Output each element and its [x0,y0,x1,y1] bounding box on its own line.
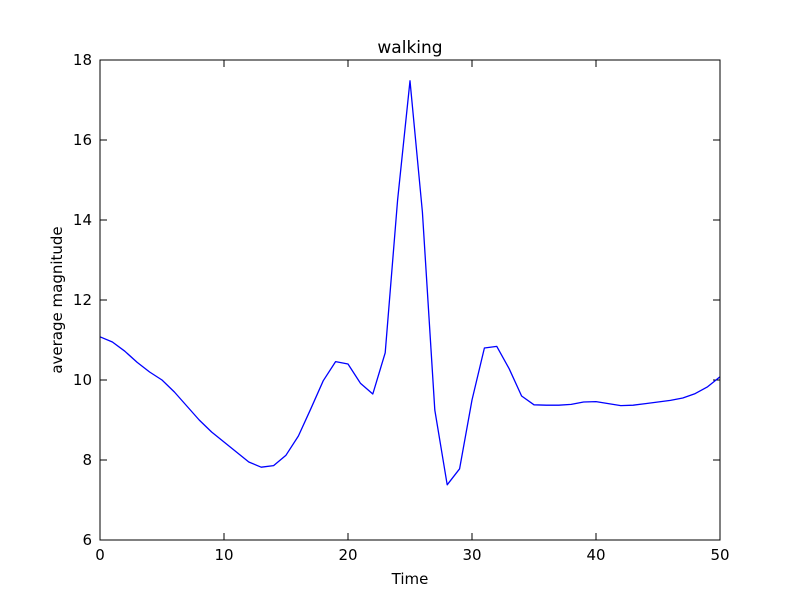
y-tick-label: 8 [82,451,92,469]
x-tick-label: 10 [214,546,233,564]
x-tick-label: 40 [586,546,605,564]
y-tick-label: 16 [73,131,92,149]
axis-ticks: 0 10 20 30 40 50 6 8 10 12 14 16 18 [73,51,730,564]
y-tick-label: 14 [73,211,92,229]
y-tick-label: 12 [73,291,92,309]
series-line [99,80,721,486]
x-tick-label: 30 [462,546,481,564]
y-tick-label: 18 [73,51,92,69]
series-group [99,80,721,486]
y-tick-label: 6 [82,531,92,549]
plot-frame [99,59,721,541]
y-axis-label: average magnitude [48,226,66,373]
x-tick-label: 20 [338,546,357,564]
x-tick-label: 0 [95,546,105,564]
y-tick-label: 10 [73,371,92,389]
x-tick-label: 50 [710,546,729,564]
x-axis-label: Time [391,570,429,588]
chart-title: walking [377,38,442,58]
